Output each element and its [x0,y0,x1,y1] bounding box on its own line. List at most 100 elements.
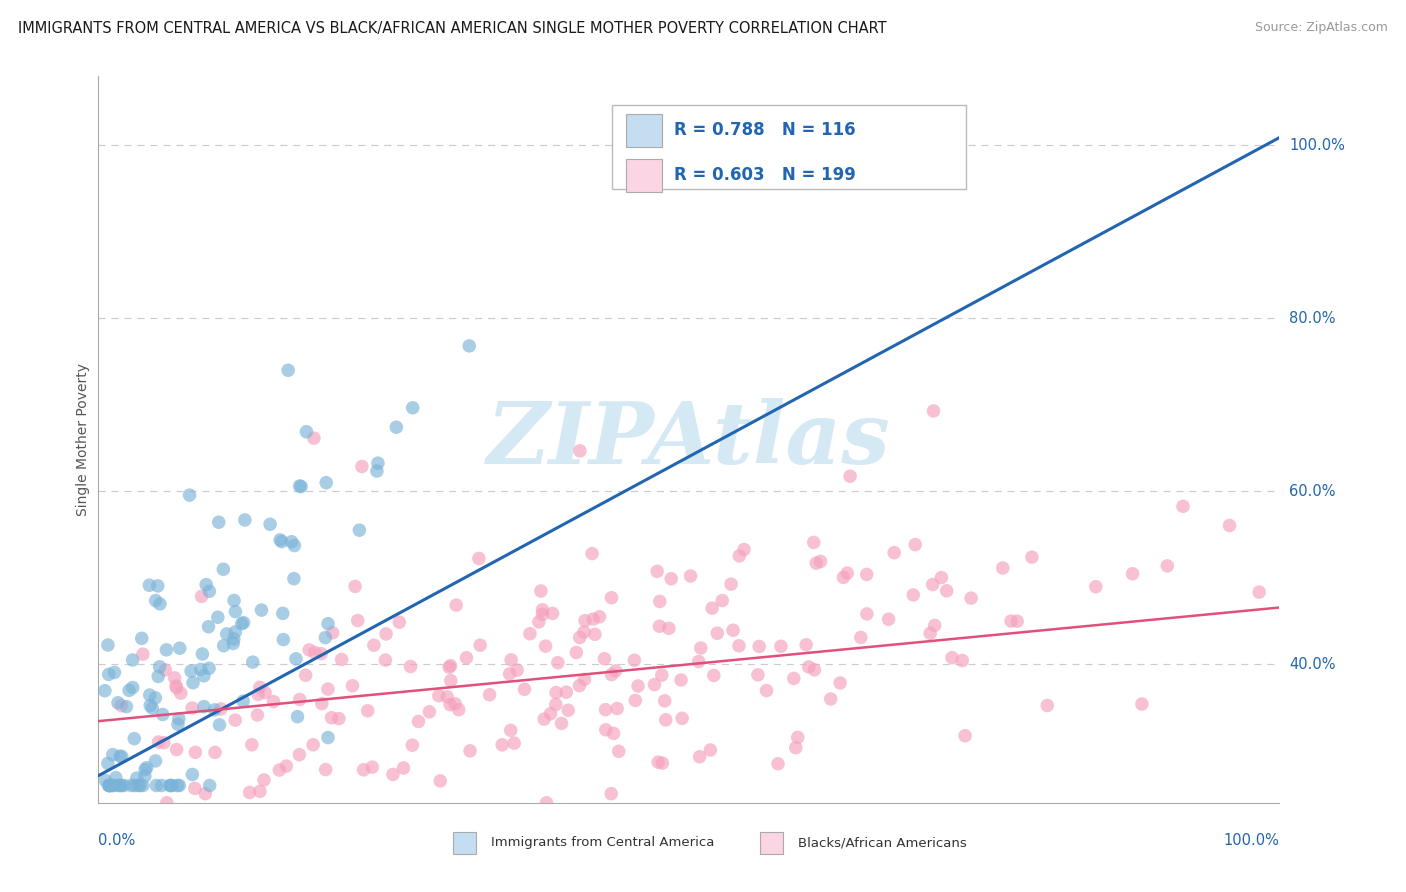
Point [269,533,291,547]
Point [506,663,529,677]
Point [953,729,976,743]
Point [346,614,368,628]
Point [283,539,305,553]
Point [108,749,131,764]
Point [794,638,817,652]
Point [253,772,276,787]
Point [103,665,125,680]
Point [98,779,121,793]
Point [138,578,160,592]
Point [208,718,231,732]
Point [181,701,204,715]
Point [150,779,173,793]
Point [111,749,134,764]
Point [328,712,350,726]
Point [468,551,491,566]
Point [249,784,271,798]
Point [138,688,160,702]
Point [658,621,681,635]
Point [769,640,792,654]
Point [544,698,567,712]
Point [170,686,193,700]
Point [181,675,204,690]
Point [922,404,945,418]
Point [110,779,132,793]
Point [375,627,398,641]
Point [121,681,143,695]
Point [1122,566,1144,581]
FancyBboxPatch shape [612,105,966,188]
Point [755,683,778,698]
Point [284,652,307,666]
Point [224,713,246,727]
Point [501,653,523,667]
Point [1084,580,1107,594]
Point [950,654,973,668]
Point [247,688,270,702]
Point [783,672,806,686]
Text: 40.0%: 40.0% [1289,657,1336,672]
Point [146,579,169,593]
Point [605,664,627,678]
Point [103,779,125,793]
Point [277,363,299,377]
Point [440,673,463,688]
Point [222,636,245,650]
Point [212,562,235,576]
Point [169,641,191,656]
Point [856,607,879,621]
Point [361,760,384,774]
Point [536,796,558,810]
Point [288,479,311,493]
Point [439,658,461,673]
Point [624,693,647,707]
Point [132,779,155,793]
Point [645,564,668,578]
Point [179,488,201,502]
Point [271,607,294,621]
Point [385,420,408,434]
Point [232,615,254,630]
Point [733,542,755,557]
Point [152,707,174,722]
Point [931,571,953,585]
Point [242,655,264,669]
Point [924,618,946,632]
Point [574,614,596,628]
Point [316,616,339,631]
Point [1130,697,1153,711]
Point [679,569,702,583]
Point [288,747,311,762]
Bar [626,113,662,147]
Point [444,697,467,711]
Point [1036,698,1059,713]
Text: R = 0.788   N = 116: R = 0.788 N = 116 [673,121,855,139]
Point [582,612,605,626]
Point [107,696,129,710]
Point [478,688,501,702]
Point [1005,614,1028,628]
Point [935,583,957,598]
Point [110,779,132,793]
Point [458,744,481,758]
Point [198,779,221,793]
Point [98,779,121,793]
Point [302,738,325,752]
Point [184,781,207,796]
Point [374,653,396,667]
Point [167,717,190,731]
Point [960,591,983,606]
Text: 100.0%: 100.0% [1223,833,1279,848]
Point [222,632,245,646]
Point [107,779,129,793]
Point [193,699,215,714]
Point [728,639,751,653]
Point [118,683,141,698]
Point [437,660,460,674]
Point [904,538,927,552]
Point [557,703,579,717]
Text: IMMIGRANTS FROM CENTRAL AMERICA VS BLACK/AFRICAN AMERICAN SINGLE MOTHER POVERTY : IMMIGRANTS FROM CENTRAL AMERICA VS BLACK… [18,21,887,36]
Point [534,639,557,653]
Point [167,712,190,726]
Point [224,605,246,619]
